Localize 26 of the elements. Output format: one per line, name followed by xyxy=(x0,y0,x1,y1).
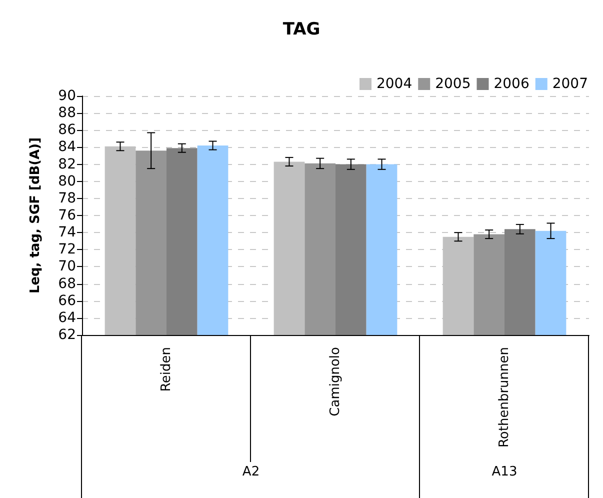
y-tick-label: 76 xyxy=(58,208,76,224)
legend-label: 2007 xyxy=(552,76,588,92)
chart-title: TAG xyxy=(282,20,320,40)
y-tick-label: 70 xyxy=(58,258,76,275)
y-tick-label: 80 xyxy=(58,173,76,190)
y-tick-label: 72 xyxy=(58,242,76,258)
text: A13 xyxy=(492,464,518,480)
text: A2 xyxy=(242,464,260,480)
y-axis-title: Leq, tag, SGF [dB(A)] xyxy=(28,137,43,294)
x-tick-label: Camignolo xyxy=(328,346,343,416)
y-tick-label: 84 xyxy=(58,139,76,156)
y-tick-label: 86 xyxy=(58,122,76,138)
y-tick-label: 88 xyxy=(58,105,76,122)
y-tick-label: 66 xyxy=(58,292,76,309)
y-tick-label: 78 xyxy=(58,190,76,206)
y-tick-label: 64 xyxy=(58,310,76,326)
x-tick-label: Reiden xyxy=(159,347,174,392)
legend-label: 2004 xyxy=(376,76,412,92)
y-tick-label: 82 xyxy=(58,156,76,172)
y-tick-label: 74 xyxy=(58,224,76,241)
y-tick-label: 62 xyxy=(58,327,76,343)
legend-label: 2005 xyxy=(435,76,471,92)
legend-label: 2006 xyxy=(494,76,530,92)
x-tick-label: Rothenbrunnen xyxy=(497,347,512,448)
y-tick-label: 90 xyxy=(58,88,76,104)
y-tick-label: 68 xyxy=(58,276,76,292)
